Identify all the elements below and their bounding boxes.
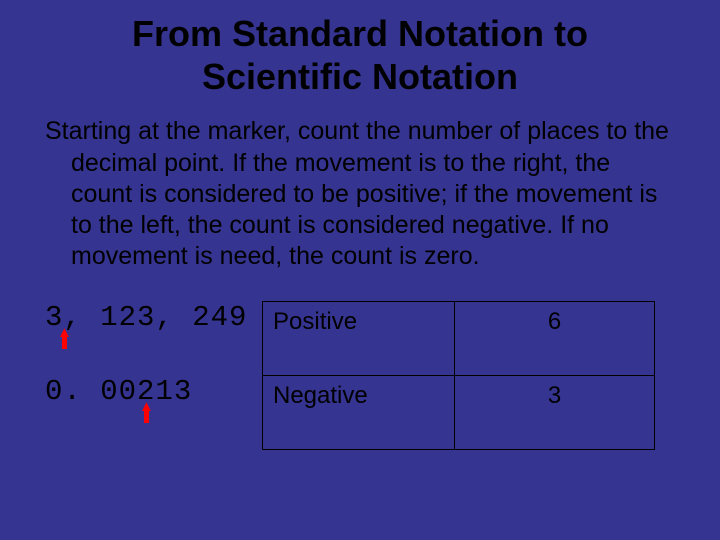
number-column: 0. 00213 ▲ [45, 375, 265, 408]
number-value: 0. 00213 [45, 375, 192, 408]
marker-stem [62, 335, 67, 349]
results-table: Positive 6 Negative 3 [262, 301, 655, 450]
count-cell: 3 [454, 376, 654, 450]
number-column: 3, 123, 249 ▲ [45, 301, 265, 334]
slide-title: From Standard Notation to Scientific Not… [0, 0, 720, 98]
title-line-2: Scientific Notation [202, 56, 518, 97]
sign-cell: Negative [262, 376, 454, 450]
marker-stem [144, 409, 149, 423]
table-row: Positive 6 [262, 301, 655, 376]
marker-icon: ▲ [139, 404, 154, 423]
sign-cell: Positive [262, 302, 454, 376]
body-paragraph: Starting at the marker, count the number… [26, 98, 720, 272]
marker-icon: ▲ [57, 330, 72, 349]
table-row: Negative 3 [262, 376, 655, 450]
examples-area: 3, 123, 249 ▲ 0. 00213 ▲ Positive 6 Nega… [0, 301, 720, 449]
number-value: 3, 123, 249 [45, 301, 247, 334]
title-line-1: From Standard Notation to [132, 13, 588, 54]
count-cell: 6 [454, 302, 654, 376]
